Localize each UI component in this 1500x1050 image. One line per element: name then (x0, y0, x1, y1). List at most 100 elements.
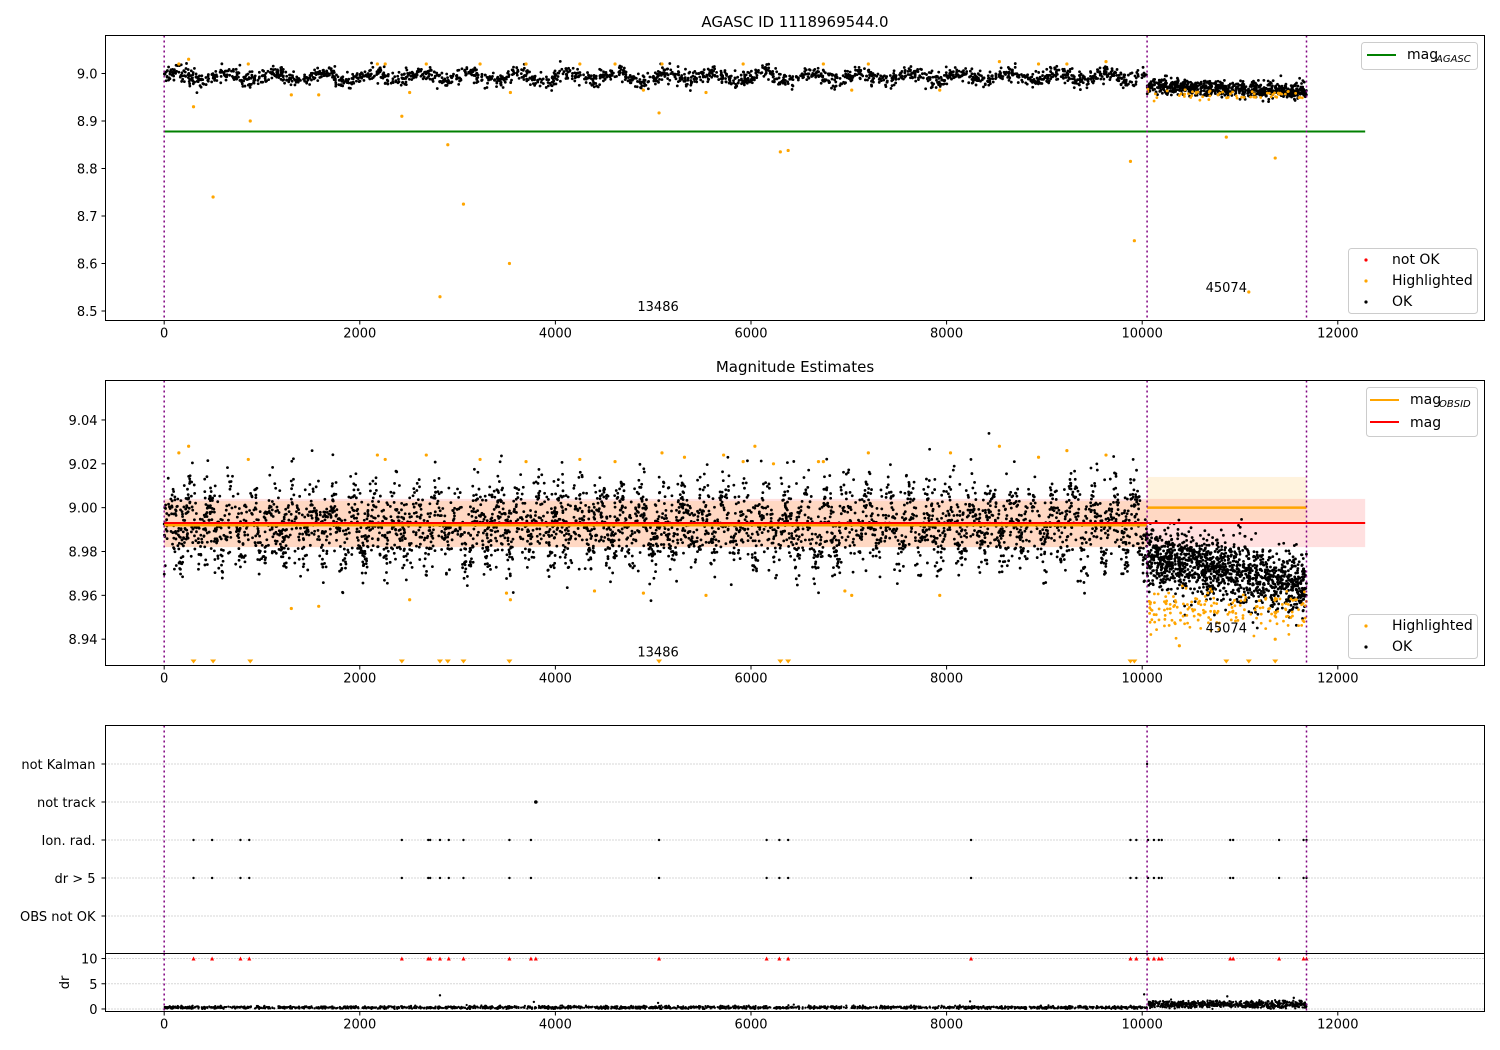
ok-point (237, 547, 241, 550)
ok-point (1159, 88, 1163, 92)
ok-point (474, 493, 478, 497)
ok-point (725, 513, 729, 517)
ok-point (291, 74, 294, 78)
ok-point (698, 487, 702, 491)
ok-point (1068, 518, 1072, 522)
y-tick-label: 8.5 (77, 305, 98, 320)
ok-point (780, 482, 784, 486)
ok-point (839, 485, 843, 489)
ok-point (1120, 77, 1124, 80)
ok-point (787, 544, 790, 548)
ok-point (250, 70, 254, 74)
ok-point (203, 496, 207, 500)
ok-point (728, 75, 732, 78)
ok-point (934, 75, 938, 79)
ok-point (417, 68, 421, 71)
ok-point (558, 69, 562, 73)
ok-point (1088, 537, 1092, 541)
ok-point (986, 79, 989, 83)
ok-point (710, 75, 714, 79)
ok-point (920, 68, 923, 71)
ok-point (316, 528, 320, 532)
ok-point (1158, 83, 1162, 87)
ok-point (207, 530, 211, 534)
highlighted-point (1207, 90, 1211, 94)
ok-point (656, 75, 660, 78)
ok-point (539, 70, 543, 74)
ok-point (830, 77, 834, 81)
ok-point (1012, 460, 1016, 464)
ok-point (494, 536, 497, 540)
ok-point (633, 85, 637, 88)
ok-point (670, 503, 674, 507)
ok-point (1162, 84, 1166, 88)
ok-point (762, 527, 766, 531)
ok-point (658, 550, 662, 553)
ok-point (994, 74, 998, 78)
ok-point (663, 527, 667, 531)
ok-point (736, 75, 740, 79)
ok-point (1055, 68, 1059, 72)
ok-point (790, 540, 793, 544)
ok-point (1049, 67, 1053, 70)
ok-point (435, 71, 439, 75)
ok-point (571, 72, 574, 75)
ok-point (427, 74, 431, 78)
ok-point (667, 546, 671, 550)
ok-point (991, 494, 995, 498)
ok-point (347, 550, 350, 554)
ok-point (750, 76, 754, 80)
ok-point (1140, 76, 1144, 80)
ok-point (314, 485, 318, 489)
ok-point (293, 561, 297, 565)
ok-point (611, 71, 615, 75)
ok-point (786, 489, 790, 493)
ok-point (642, 467, 646, 471)
ok-point (803, 538, 807, 542)
ok-point (444, 79, 448, 83)
ok-point (828, 515, 832, 519)
ok-point (712, 69, 716, 73)
ok-point (450, 538, 454, 542)
ok-point (1037, 71, 1041, 74)
ok-point (172, 74, 176, 78)
ok-point (515, 491, 519, 495)
ok-point (1085, 83, 1089, 86)
ok-point (722, 530, 726, 534)
ok-point (1025, 506, 1029, 510)
highlighted-point (1191, 90, 1194, 94)
ok-point (1069, 532, 1073, 536)
ok-point (425, 569, 428, 573)
ok-point (624, 73, 628, 76)
ok-point (482, 517, 486, 521)
ok-point (1277, 84, 1281, 88)
ok-point (403, 72, 406, 76)
ok-point (446, 547, 450, 550)
ok-point (312, 533, 316, 536)
ok-point (453, 492, 457, 495)
ok-point (1141, 562, 1145, 566)
ok-point (550, 80, 554, 84)
ok-point (1055, 511, 1059, 515)
ok-point (210, 80, 214, 84)
y-tick-label: 9.0 (77, 68, 98, 83)
ok-point (301, 565, 305, 569)
ok-point (1089, 466, 1093, 470)
ok-point (967, 81, 971, 85)
ok-point (729, 583, 733, 587)
ok-point (475, 542, 479, 546)
ok-point (1092, 534, 1096, 538)
y-tick-label: 8.8 (77, 163, 98, 178)
ok-point (1115, 68, 1119, 71)
ok-point (332, 71, 336, 74)
ok-point (623, 555, 627, 558)
ok-point (816, 66, 820, 70)
ok-point (1076, 78, 1079, 82)
ok-point (712, 65, 716, 68)
ok-point (457, 82, 461, 86)
ok-point (916, 67, 920, 71)
ok-point (645, 498, 648, 502)
ok-point (830, 505, 834, 509)
ok-point (894, 81, 898, 85)
ok-point (1112, 455, 1116, 458)
